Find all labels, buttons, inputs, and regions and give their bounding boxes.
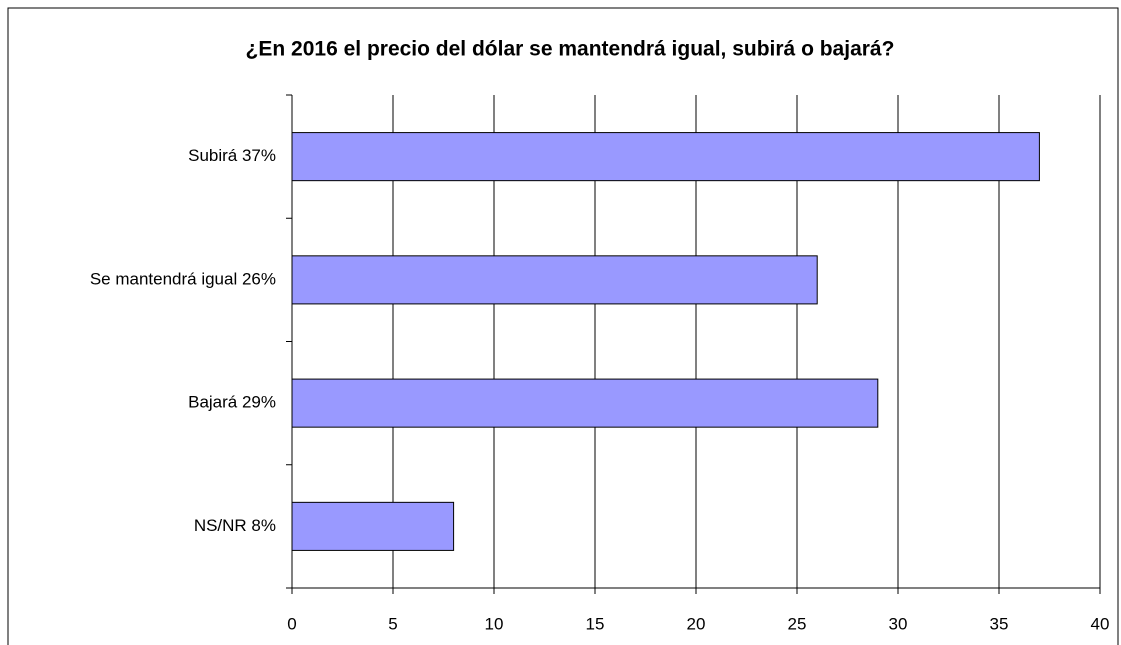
y-tick-label: Subirá 37% <box>188 146 276 165</box>
x-tick-label: 20 <box>687 614 706 633</box>
x-tick-label: 5 <box>388 614 397 633</box>
bar <box>291 255 818 305</box>
x-tick-label: 35 <box>990 614 1009 633</box>
bar <box>291 132 1040 182</box>
x-tick-label: 0 <box>287 614 296 633</box>
y-tick-label: NS/NR 8% <box>194 516 276 535</box>
bar <box>291 378 879 428</box>
bar <box>291 501 455 551</box>
y-tick-label: Bajará 29% <box>188 393 276 412</box>
chart-border <box>7 7 1119 645</box>
x-tick-label: 40 <box>1091 614 1110 633</box>
x-tick-label: 15 <box>586 614 605 633</box>
y-tick-label: Se mantendrá igual 26% <box>90 269 276 288</box>
chart-title: ¿En 2016 el precio del dólar se mantendr… <box>246 38 895 61</box>
x-tick-label: 10 <box>485 614 504 633</box>
x-tick-label: 30 <box>889 614 908 633</box>
x-tick-label: 25 <box>788 614 807 633</box>
